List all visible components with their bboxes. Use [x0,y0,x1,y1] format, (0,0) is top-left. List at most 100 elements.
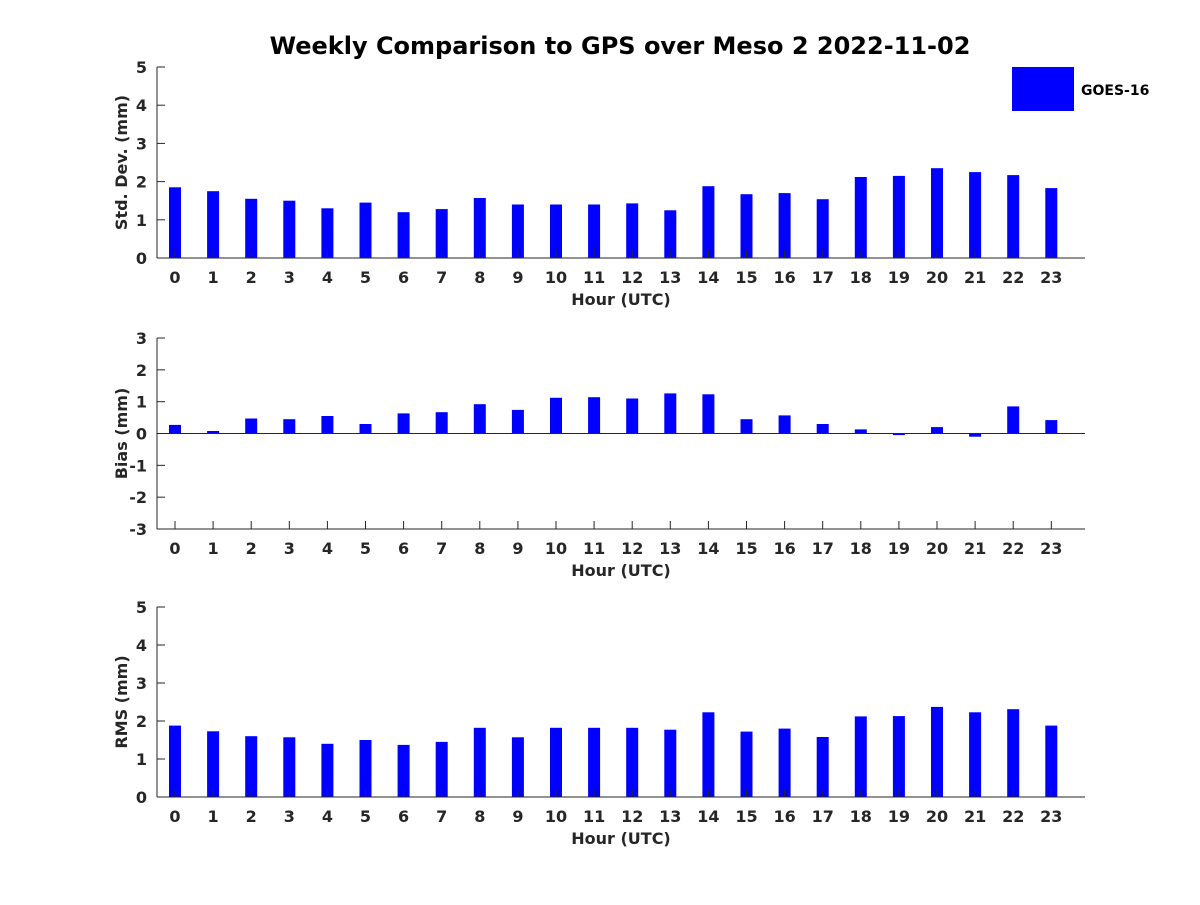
y-tick-label: -1 [129,456,147,475]
x-tick-label: 0 [169,807,180,826]
bar-23 [1045,420,1058,434]
x-tick-label: 21 [964,539,986,558]
x-axis-label: Hour (UTC) [571,290,671,309]
x-tick-label: 2 [246,268,257,287]
bar-12 [626,727,639,797]
x-tick-label: 18 [850,268,872,287]
x-tick-label: 22 [1002,539,1024,558]
x-tick-label: 18 [850,539,872,558]
y-tick-label: 4 [136,636,147,655]
x-tick-label: 9 [512,807,523,826]
bar-5 [359,740,372,797]
bar-16 [778,415,791,434]
bar-13 [664,729,677,797]
x-tick-label: 1 [208,539,219,558]
bar-19 [892,175,905,258]
x-tick-label: 6 [398,807,409,826]
bar-12 [626,203,639,258]
x-tick-label: 17 [812,807,834,826]
y-tick-label: 3 [136,134,147,153]
y-tick-label: 0 [136,249,147,268]
x-tick-label: 1 [208,268,219,287]
x-tick-label: 8 [474,807,485,826]
bar-11 [588,727,601,797]
x-tick-label: 15 [735,268,757,287]
y-axis-label: Std. Dev. (mm) [112,95,131,230]
bar-6 [397,744,410,797]
bar-4 [321,416,334,434]
bar-15 [740,731,753,797]
bar-18 [854,177,867,258]
x-tick-label: 16 [773,539,795,558]
bar-13 [664,393,677,434]
x-tick-label: 2 [246,807,257,826]
bar-21 [969,433,982,437]
bar-0 [169,187,181,258]
bar-7 [435,741,448,797]
bar-0 [169,424,181,434]
x-tick-label: 10 [545,268,567,287]
x-tick-label: 12 [621,268,643,287]
x-tick-label: 20 [926,539,948,558]
x-tick-label: 20 [926,268,948,287]
x-tick-label: 11 [583,268,605,287]
legend: GOES-16 [1012,67,1149,111]
bar-4 [321,208,334,258]
x-tick-label: 14 [697,268,719,287]
x-tick-label: 14 [697,539,719,558]
chart-title: Weekly Comparison to GPS over Meso 2 202… [270,32,971,60]
bar-11 [588,204,601,258]
bar-13 [664,210,677,259]
x-tick-label: 12 [621,539,643,558]
x-tick-label: 6 [398,268,409,287]
x-tick-label: 2 [246,539,257,558]
bar-14 [702,712,715,797]
x-tick-label: 5 [360,807,371,826]
bar-0 [169,725,181,797]
x-tick-label: 18 [850,807,872,826]
y-tick-label: 0 [136,425,147,444]
bar-9 [511,204,524,258]
x-tick-label: 14 [697,807,719,826]
x-tick-label: 17 [812,268,834,287]
y-tick-label: -2 [129,488,147,507]
x-tick-label: 3 [284,807,295,826]
bar-19 [892,433,905,436]
x-tick-label: 0 [169,268,180,287]
x-tick-label: 19 [888,539,910,558]
bar-21 [969,712,982,797]
bar-2 [245,418,258,434]
y-tick-label: 0 [136,788,147,807]
bar-14 [702,394,715,434]
bar-15 [740,194,753,258]
x-tick-label: 7 [436,807,447,826]
x-axis-label: Hour (UTC) [571,561,671,580]
bar-20 [931,706,943,797]
x-axis-label: Hour (UTC) [571,829,671,848]
x-tick-label: 23 [1040,268,1062,287]
x-tick-label: 20 [926,807,948,826]
x-tick-label: 8 [474,268,485,287]
bar-14 [702,186,715,258]
y-tick-label: 5 [136,58,147,77]
x-tick-label: 19 [888,807,910,826]
bar-6 [397,212,410,258]
x-tick-label: 13 [659,539,681,558]
bar-22 [1007,406,1020,434]
x-tick-label: 22 [1002,268,1024,287]
bar-22 [1007,709,1020,797]
x-tick-label: 4 [322,539,333,558]
bar-12 [626,398,639,434]
bar-2 [245,736,258,797]
x-tick-label: 6 [398,539,409,558]
bar-8 [473,404,486,434]
y-tick-label: 1 [136,750,147,769]
bar-3 [283,200,296,258]
x-tick-label: 17 [812,539,834,558]
bar-7 [435,412,448,434]
x-tick-label: 21 [964,807,986,826]
x-tick-label: 5 [360,268,371,287]
